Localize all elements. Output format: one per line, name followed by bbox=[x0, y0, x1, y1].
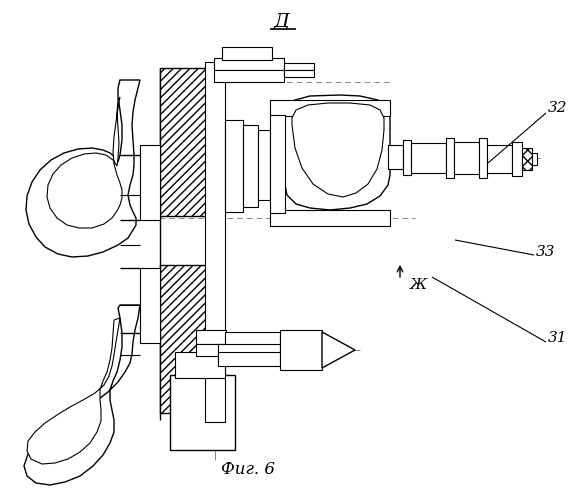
Polygon shape bbox=[285, 95, 390, 210]
Bar bbox=[479, 138, 487, 178]
Bar bbox=[218, 352, 280, 366]
Bar bbox=[225, 332, 280, 352]
Bar bbox=[284, 70, 314, 77]
Bar bbox=[280, 330, 322, 370]
Bar bbox=[270, 210, 390, 226]
Text: Д: Д bbox=[274, 13, 290, 31]
Text: 31: 31 bbox=[548, 331, 567, 345]
Text: Фиг. 6: Фиг. 6 bbox=[221, 462, 275, 478]
Bar bbox=[532, 153, 537, 165]
Bar bbox=[140, 268, 160, 343]
Bar bbox=[284, 63, 314, 70]
Bar bbox=[225, 120, 243, 212]
Bar bbox=[160, 265, 215, 413]
Text: 33: 33 bbox=[536, 245, 555, 259]
Polygon shape bbox=[27, 318, 120, 464]
Bar bbox=[170, 375, 235, 450]
Bar bbox=[222, 47, 272, 60]
Bar bbox=[175, 352, 225, 378]
Polygon shape bbox=[292, 103, 384, 197]
Text: Ж: Ж bbox=[410, 278, 427, 292]
Bar bbox=[522, 148, 532, 170]
Text: 32: 32 bbox=[548, 101, 567, 115]
Bar bbox=[258, 130, 270, 200]
Bar bbox=[270, 115, 285, 213]
Bar bbox=[411, 143, 446, 173]
Polygon shape bbox=[26, 80, 140, 257]
Bar bbox=[160, 68, 215, 216]
Bar bbox=[388, 145, 403, 169]
Bar bbox=[446, 138, 454, 178]
Bar bbox=[403, 140, 411, 175]
Polygon shape bbox=[322, 332, 355, 368]
Bar bbox=[218, 344, 280, 360]
Bar bbox=[454, 142, 479, 174]
Bar bbox=[214, 70, 284, 82]
Bar bbox=[243, 125, 258, 207]
Bar bbox=[196, 344, 226, 356]
Bar bbox=[196, 330, 226, 344]
Bar bbox=[214, 58, 284, 70]
Bar bbox=[140, 145, 160, 220]
Bar bbox=[270, 100, 390, 116]
Polygon shape bbox=[24, 305, 140, 485]
Bar bbox=[512, 142, 522, 176]
Bar bbox=[487, 145, 512, 173]
Polygon shape bbox=[47, 97, 122, 228]
Bar bbox=[205, 62, 225, 422]
